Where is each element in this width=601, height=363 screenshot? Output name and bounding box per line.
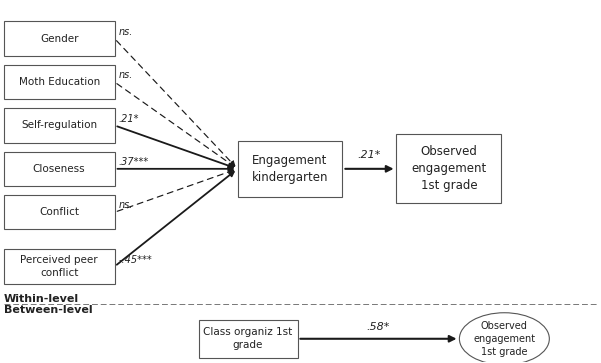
Text: -.45***: -.45*** xyxy=(119,255,153,265)
Text: .21*: .21* xyxy=(358,150,381,160)
Ellipse shape xyxy=(459,313,549,363)
FancyBboxPatch shape xyxy=(237,141,343,197)
Text: Moth Education: Moth Education xyxy=(19,77,100,87)
Text: .58*: .58* xyxy=(367,322,390,331)
Text: Within-level: Within-level xyxy=(4,294,79,304)
Text: .37***: .37*** xyxy=(119,157,149,167)
Text: .21*: .21* xyxy=(119,114,139,124)
FancyBboxPatch shape xyxy=(4,195,115,229)
Text: ns.: ns. xyxy=(119,70,133,80)
Text: Gender: Gender xyxy=(40,34,78,44)
FancyBboxPatch shape xyxy=(4,21,115,56)
FancyBboxPatch shape xyxy=(4,152,115,186)
Text: Observed
engagement
1st grade: Observed engagement 1st grade xyxy=(474,321,535,357)
Text: Engagement
kindergarten: Engagement kindergarten xyxy=(252,154,328,184)
Text: Observed
engagement
1st grade: Observed engagement 1st grade xyxy=(411,145,487,192)
Text: Conflict: Conflict xyxy=(39,207,79,217)
Text: Perceived peer
conflict: Perceived peer conflict xyxy=(20,255,98,278)
Text: Self-regulation: Self-regulation xyxy=(21,121,97,130)
FancyBboxPatch shape xyxy=(4,108,115,143)
Text: ns.: ns. xyxy=(119,200,133,211)
FancyBboxPatch shape xyxy=(4,249,115,284)
FancyBboxPatch shape xyxy=(198,320,297,358)
Text: Between-level: Between-level xyxy=(4,305,93,315)
Text: Class organiz 1st
grade: Class organiz 1st grade xyxy=(203,327,293,350)
Text: Closeness: Closeness xyxy=(33,164,85,174)
FancyBboxPatch shape xyxy=(4,65,115,99)
Text: ns.: ns. xyxy=(119,27,133,37)
FancyBboxPatch shape xyxy=(397,134,501,203)
